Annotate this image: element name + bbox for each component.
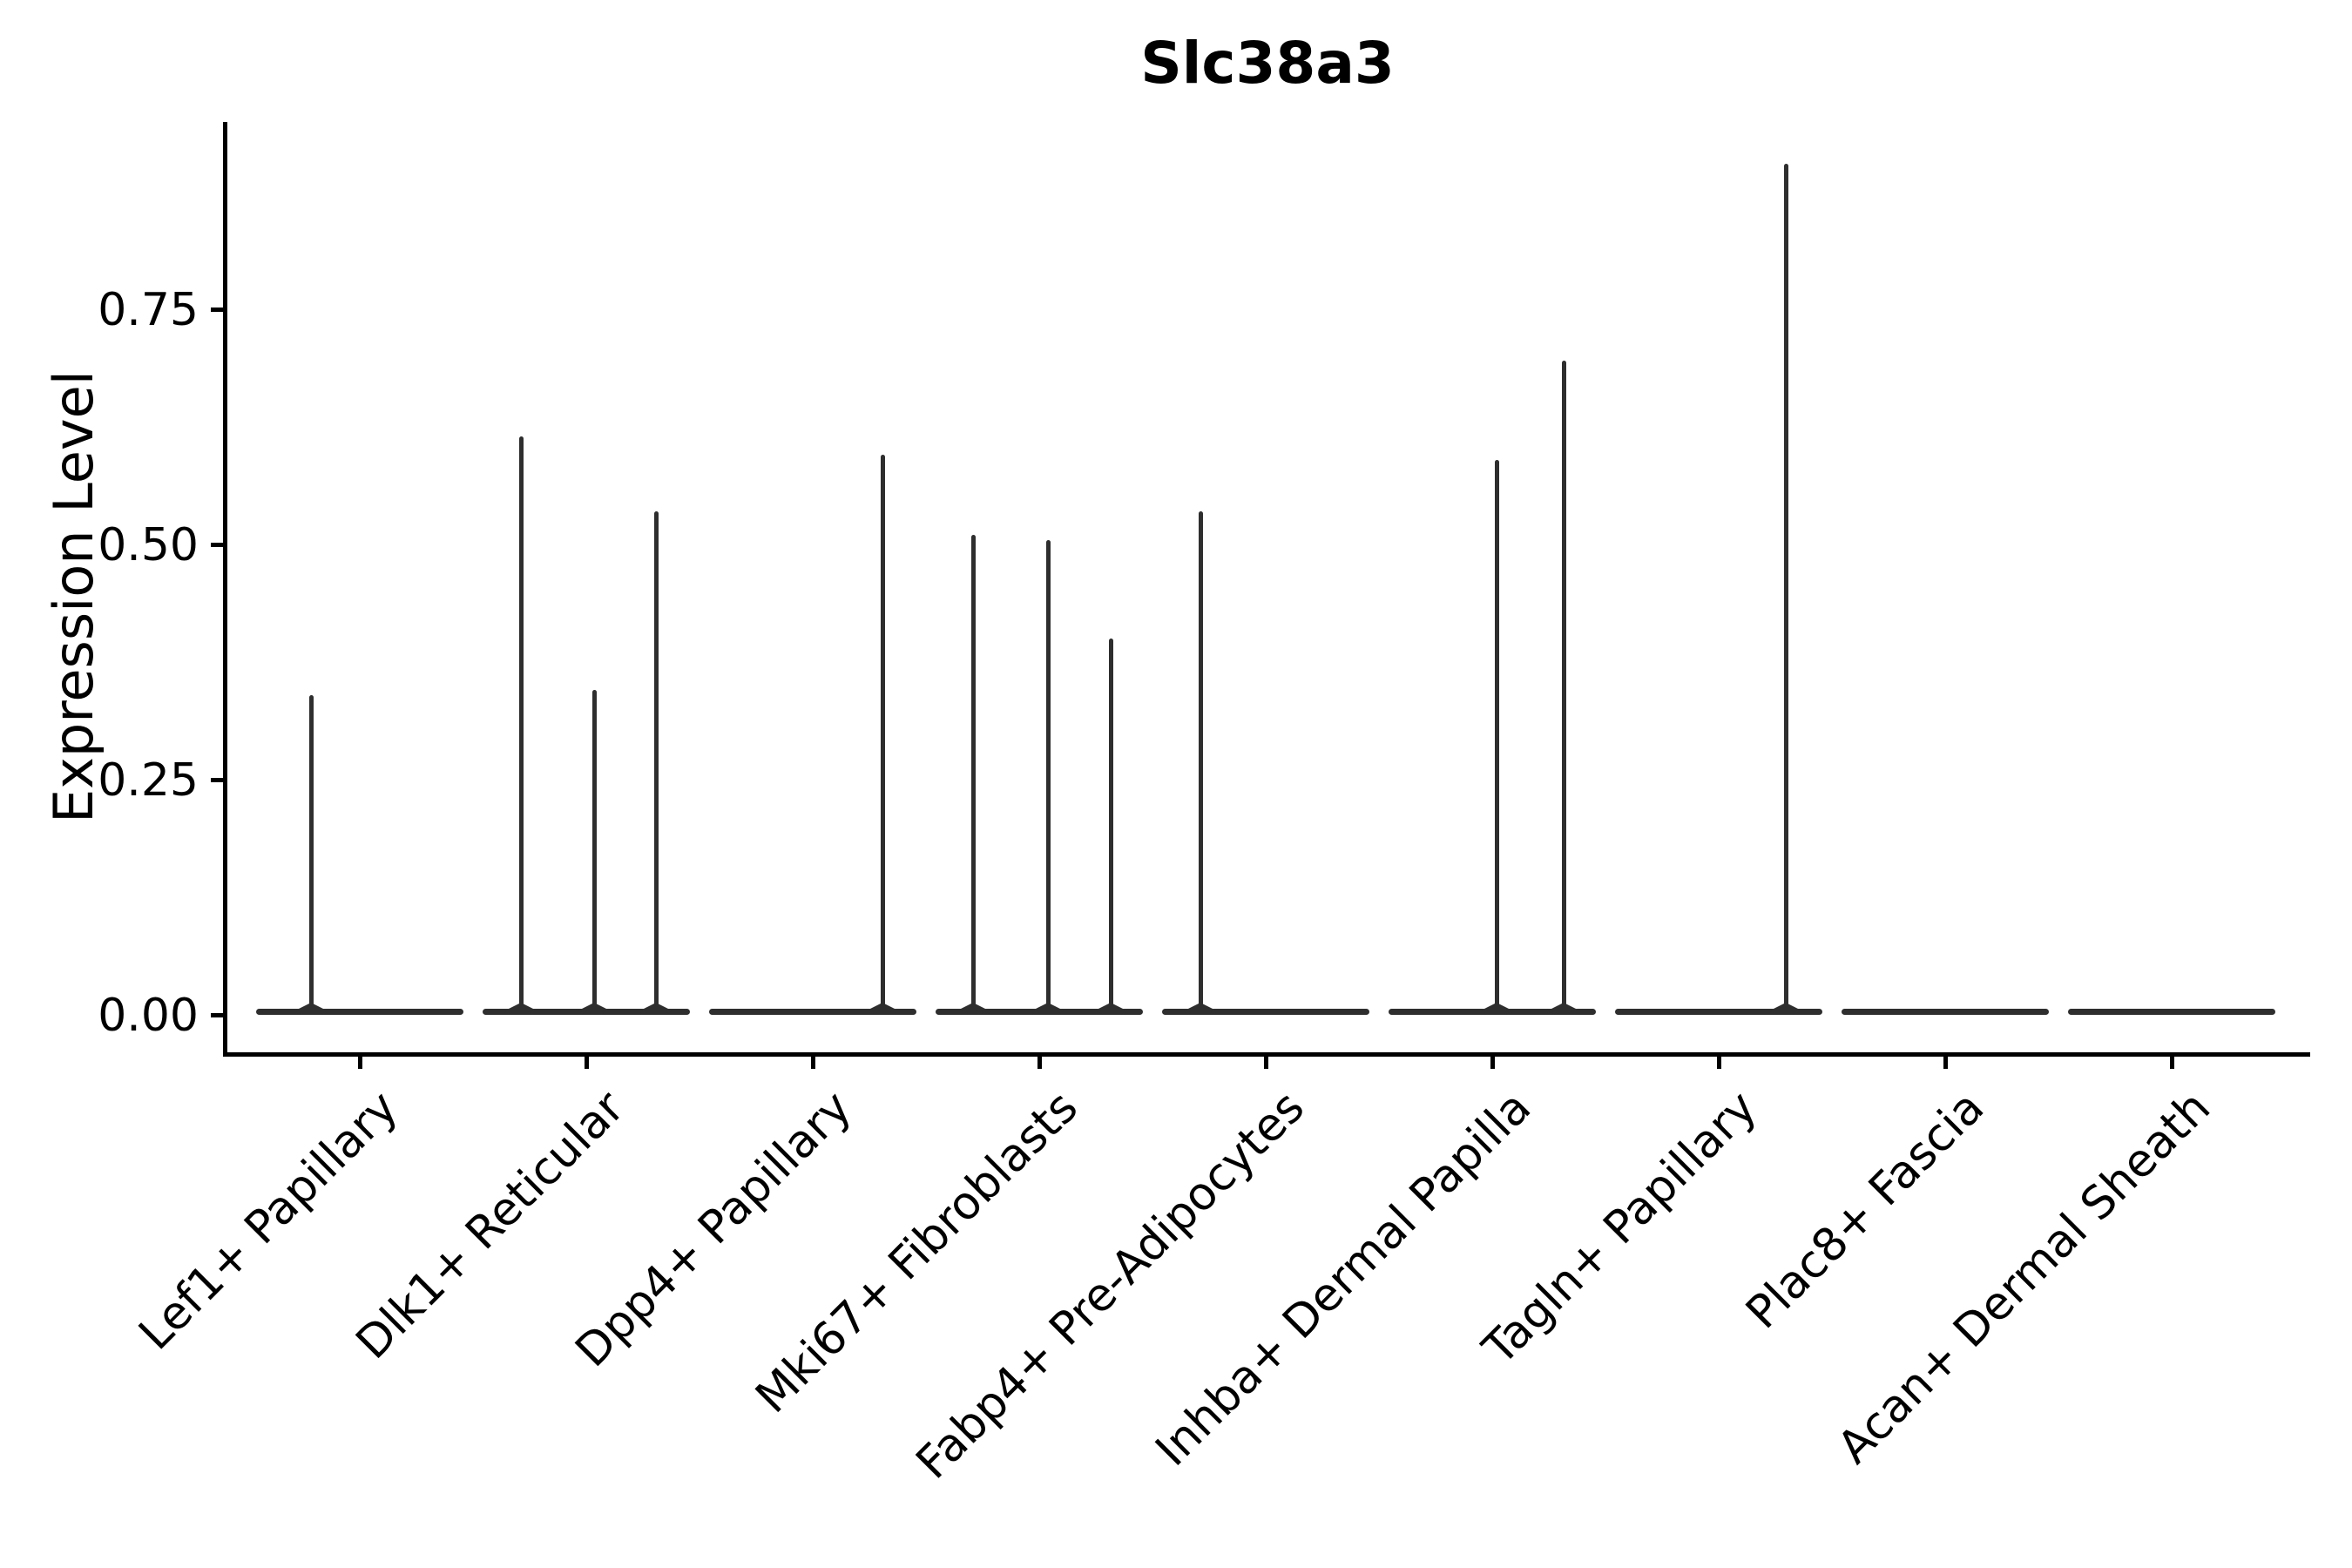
y-tick [211,778,226,782]
violin-spike-flare [1029,1003,1067,1012]
y-tick [211,543,226,547]
violin-spike-flare [1767,1003,1805,1012]
x-tick [2170,1056,2174,1069]
violin-spike-flare [1092,1003,1130,1012]
violin-spike-flare [1544,1003,1583,1012]
violin-baseline [1162,1009,1369,1015]
violin-spike [309,695,314,1015]
y-tick-label: 0.50 [98,519,199,571]
x-tick [358,1056,362,1069]
x-tick [1037,1056,1042,1069]
violin-baseline [1842,1009,2049,1015]
violin-baseline [256,1009,463,1015]
x-tick [811,1056,815,1069]
chart-title: Slc38a3 [1140,30,1395,97]
violin-spike [1109,639,1113,1015]
violin-spike-flare [954,1003,992,1012]
y-axis-label: Expression Level [42,370,105,823]
violin-spike-flare [292,1003,330,1012]
x-tick-label: Inhba+ Dermal Papilla [1146,1081,1541,1477]
violin-spike-flare [575,1003,613,1012]
x-tick-label: Plac8+ Fascia [1735,1081,1994,1340]
x-tick [1717,1056,1721,1069]
y-tick [211,308,226,312]
x-tick [1264,1056,1268,1069]
violin-spike-flare [1181,1003,1220,1012]
violin-spike-flare [502,1003,540,1012]
violin-spike-flare [1477,1003,1516,1012]
x-tick-label: Acan+ Dermal Sheath [1828,1081,2220,1474]
violin-spike [1784,164,1788,1015]
x-tick [1490,1056,1495,1069]
violin-spike [654,511,659,1015]
violin-spike [592,690,597,1015]
violin-spike [1199,511,1203,1015]
y-tick-label: 0.75 [98,284,199,336]
violin-spike-flare [637,1003,675,1012]
x-tick [585,1056,589,1069]
violin-spike [519,436,524,1015]
violin-baseline [1615,1009,1822,1015]
violin-spike [1046,540,1051,1015]
violin-spike-flare [863,1003,902,1012]
violin-spike [1562,361,1566,1015]
violin-baseline [709,1009,916,1015]
x-tick [1943,1056,1948,1069]
y-tick [211,1013,226,1017]
x-tick-label: Fabp4+ Pre-Adipocytes [906,1081,1315,1490]
y-axis-spine [223,122,227,1057]
violin-baseline [2068,1009,2275,1015]
violin-spike [971,535,976,1015]
y-tick-label: 0.00 [98,990,199,1042]
violin-spike [1495,460,1499,1015]
violin-spike [881,455,885,1015]
y-tick-label: 0.25 [98,754,199,807]
x-axis-spine [223,1052,2310,1057]
